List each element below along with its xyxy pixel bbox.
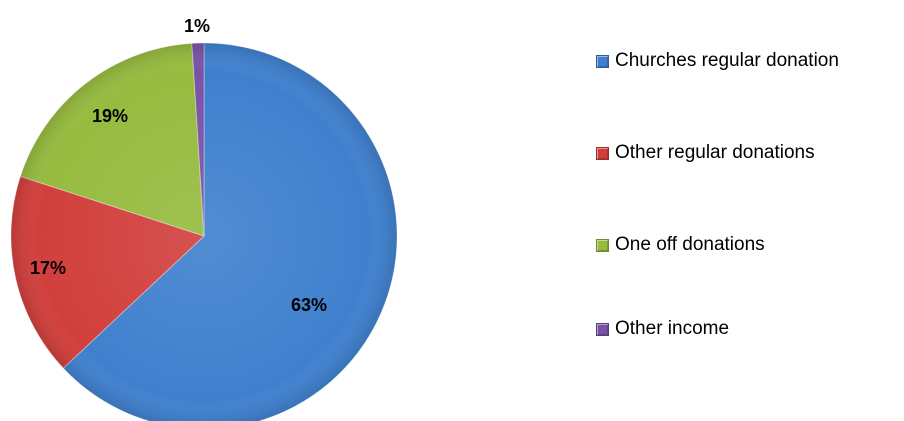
legend-item-other-income: Other income [596, 318, 729, 340]
legend-swatch-other-income [596, 322, 609, 336]
legend-label: Other regular donations [615, 142, 815, 163]
legend-label: One off donations [615, 234, 765, 255]
data-label-one-off-donations: 19% [92, 106, 128, 126]
pie-sheen [11, 43, 397, 421]
legend-swatch-one-off-donations [596, 238, 609, 252]
legend-label: Other income [615, 318, 730, 339]
data-label-other-regular-donations: 17% [30, 258, 66, 278]
legend-item-one-off-donations: One off donations [596, 234, 765, 256]
legend-swatch-other-regular-donations [596, 146, 609, 160]
legend-swatch-churches-regular-donation [596, 54, 609, 68]
legend-label: Churches regular donation [615, 50, 839, 71]
data-label-churches-regular-donation: 63% [291, 295, 327, 315]
data-label-other-income: 1% [184, 16, 210, 36]
legend-item-churches-regular-donation: Churches regular donation [596, 50, 839, 72]
legend-item-other-regular-donations: Other regular donations [596, 142, 815, 164]
